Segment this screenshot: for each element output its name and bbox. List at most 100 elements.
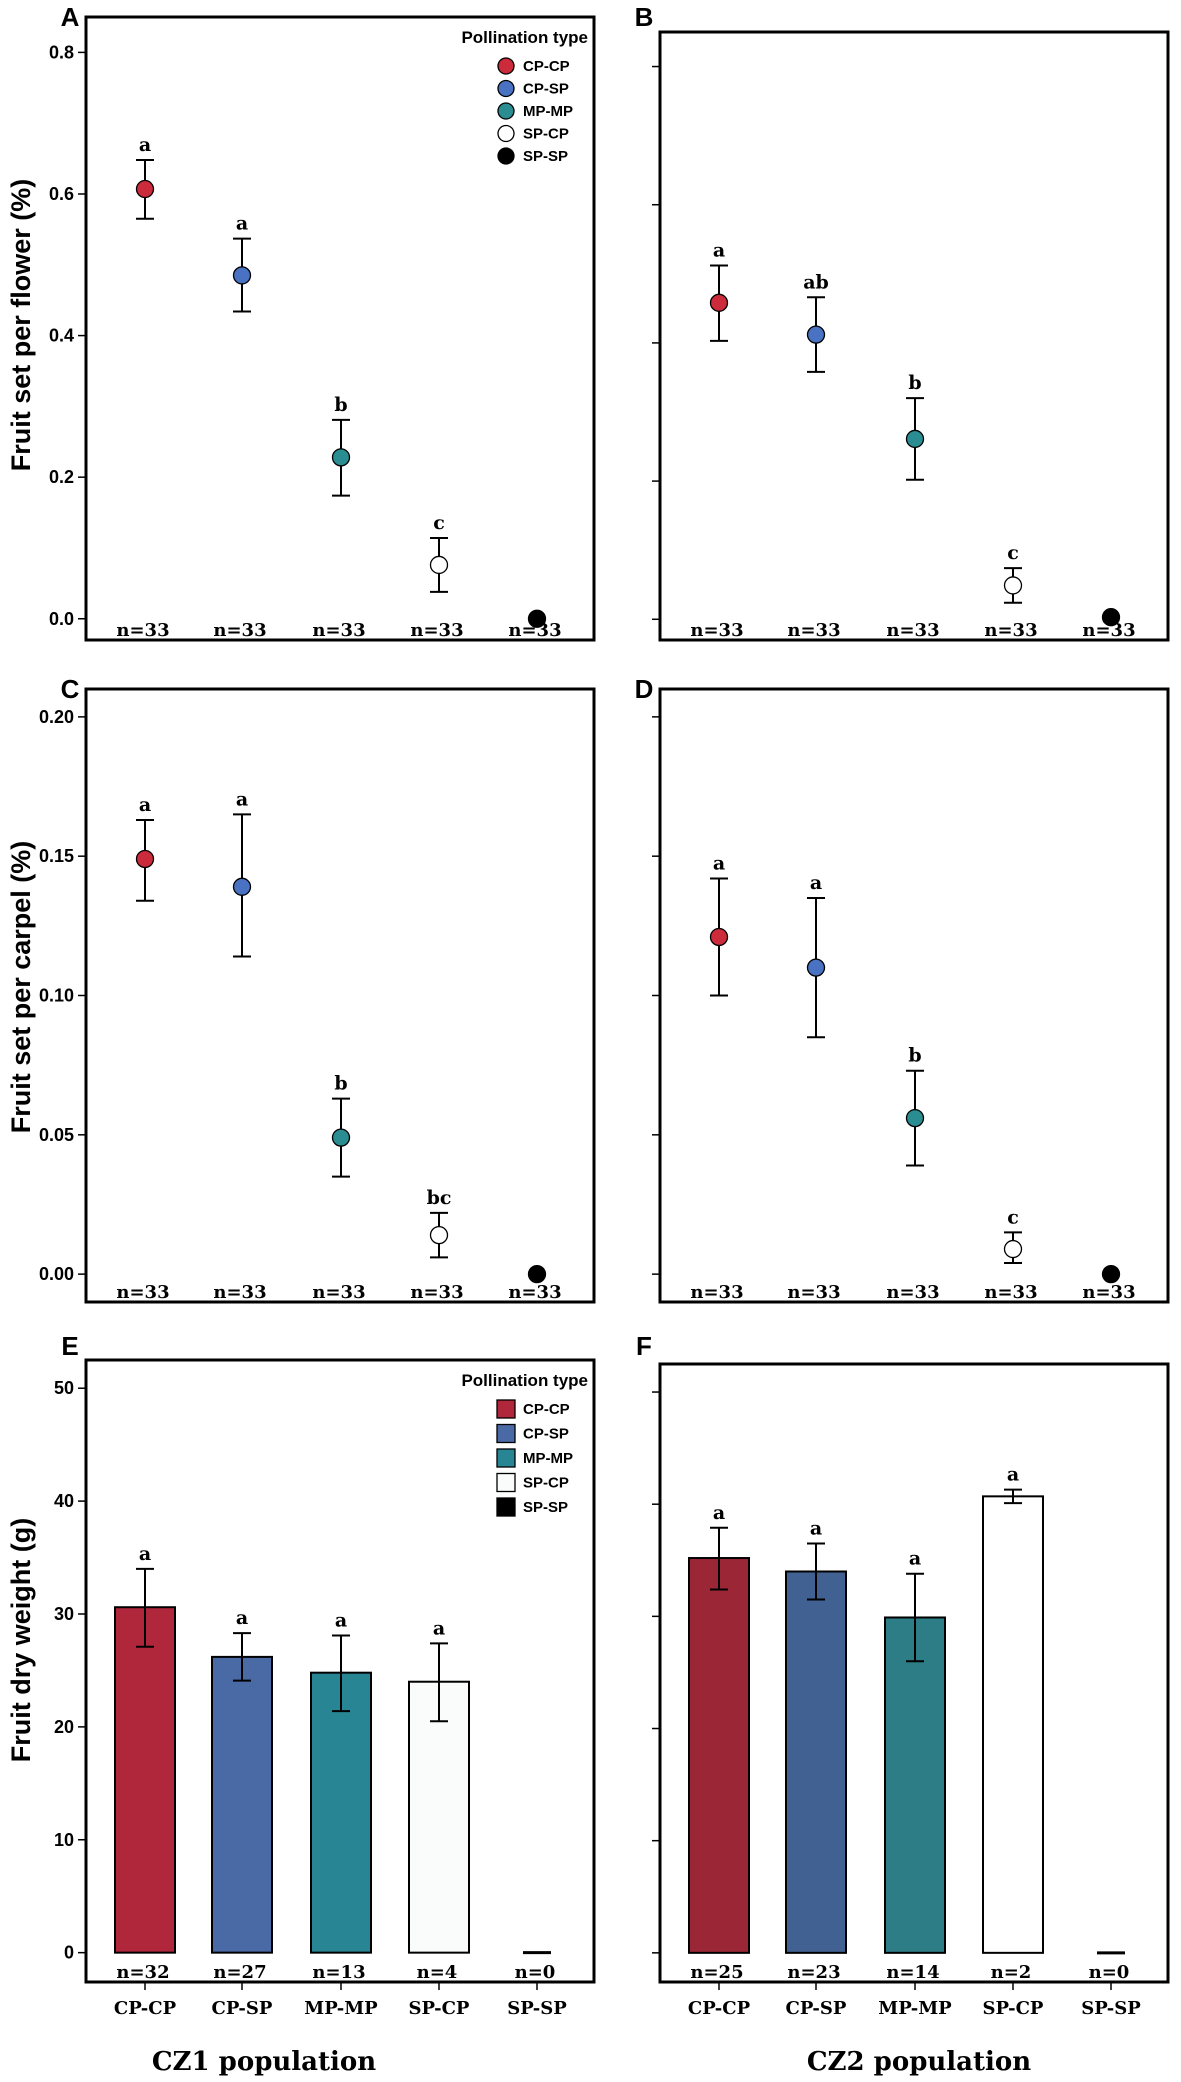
plot-frame-e [84,1358,596,1984]
bar-e-cp-cp [114,1606,176,1954]
legend-label-e-cp-sp: CP-SP [523,1426,569,1443]
legend-label-a-sp-sp: SP-SP [523,148,568,165]
significance-letter-a-cp-cp: a [139,134,151,156]
legend-label-e-sp-sp: SP-SP [523,1499,568,1516]
y-tick-label-e-3: 30 [54,1604,74,1624]
significance-letter-d-sp-cp: c [1007,1206,1019,1228]
significance-letter-d-mp-mp: b [908,1045,921,1067]
point-c-cp-sp [232,877,252,896]
point-a-cp-cp [135,179,155,199]
n-label-f-mp-mp: n=14 [886,1962,939,1983]
x-label-f-sp-cp: SP-CP [983,1998,1044,2019]
legend-swatch-a-cp-cp [497,57,515,75]
n-label-e-sp-cp: n=4 [417,1962,458,1983]
y-tick-label-e-4: 40 [54,1491,74,1511]
significance-letter-a-mp-mp: b [334,394,347,416]
bar-f-cp-cp [688,1557,750,1954]
panels: A 0.0 0.2 0.4 0.6 0.8 a n=33 a n=33 b n=33 c n=33 n=33… [39,2,1170,2019]
legend-label-e-cp-cp: CP-CP [523,1401,570,1418]
significance-letter-d-cp-cp: a [713,852,725,874]
legend-label-a-sp-cp: SP-CP [523,126,569,143]
n-label-f-cp-cp: n=25 [690,1962,743,1983]
significance-letter-b-cp-cp: a [713,240,725,262]
population-caption-cz2: CZ2 population [807,2047,1031,2077]
y-tick-label-a-2: 0.4 [49,326,74,346]
n-label-b-cp-cp: n=33 [690,620,743,641]
point-d-cp-sp [806,958,826,977]
significance-letter-e-cp-sp: a [236,1607,248,1629]
n-label-c-sp-sp: n=33 [508,1282,561,1303]
legend-swatch-e-mp-mp [496,1448,516,1468]
n-label-e-cp-cp: n=32 [116,1962,169,1983]
significance-letter-c-mp-mp: b [334,1073,347,1095]
n-label-b-sp-cp: n=33 [984,620,1037,641]
legend-swatch-a-mp-mp [497,102,515,120]
significance-letter-f-cp-sp: a [810,1517,822,1539]
y-tick-label-a-3: 0.6 [49,184,74,204]
panel-letter-d: D [635,674,654,704]
n-label-d-cp-cp: n=33 [690,1282,743,1303]
y-tick-label-e-1: 10 [54,1830,74,1850]
n-label-b-sp-sp: n=33 [1082,620,1135,641]
y-tick-label-c-0: 0.00 [39,1264,74,1284]
legend-swatch-a-sp-cp [497,124,515,143]
point-b-cp-sp [806,325,826,344]
panel-b: Ba n=33 ab n=33 b n=33 c n=33 n=33 [635,2,1170,642]
x-label-f-mp-mp: MP-MP [878,1998,952,2019]
significance-letter-f-cp-cp: a [713,1502,725,1524]
significance-letter-a-sp-cp: c [433,512,445,534]
panel-letter-c: C [61,674,80,704]
panel-letter-a: A [61,2,80,32]
y-tick-label-c-4: 0.20 [39,707,74,727]
significance-letter-f-sp-cp: a [1007,1464,1019,1486]
y-tick-label-e-0: 0 [64,1943,74,1963]
x-label-f-sp-sp: SP-SP [1081,1998,1141,2019]
y-tick-label-e-2: 20 [54,1717,74,1737]
y-tick-label-c-2: 0.10 [39,986,74,1006]
legend-swatch-a-sp-sp [497,147,515,165]
y-tick-label-c-1: 0.05 [39,1125,74,1145]
point-b-sp-sp [1101,608,1121,627]
significance-letter-b-sp-cp: c [1007,542,1019,564]
x-label-e-sp-sp: SP-SP [507,1998,567,2019]
n-label-f-sp-cp: n=2 [991,1962,1032,1983]
legend-swatch-e-cp-sp [496,1423,516,1444]
plot-frame-d [658,687,1170,1304]
legend-swatch-e-sp-sp [496,1497,516,1517]
n-label-b-cp-sp: n=33 [787,620,840,641]
n-label-a-mp-mp: n=33 [312,620,365,641]
bar-e-cp-sp [211,1655,273,1954]
panel-letter-f: F [636,1331,652,1361]
x-label-f-cp-sp: CP-SP [786,1998,847,2019]
point-c-cp-cp [135,849,155,869]
bar-f-sp-cp [982,1495,1044,1954]
y-tick-label-a-0: 0.0 [49,609,74,629]
legend-label-e-mp-mp: MP-MP [523,1450,573,1467]
y-tick-label-c-3: 0.15 [39,846,74,866]
panel-c: C 0.00 0.05 0.10 0.15 0.20 a n=33 a n=33 b n=33 bc n=… [39,674,596,1304]
bar-e-sp-cp [408,1680,470,1954]
point-b-cp-cp [709,293,729,312]
plot-frame-b [658,30,1170,642]
point-d-cp-cp [709,927,729,947]
plot-frame-a [84,15,596,642]
n-label-a-cp-sp: n=33 [213,620,266,641]
significance-letter-e-cp-cp: a [139,1543,151,1565]
panel-a: A 0.0 0.2 0.4 0.6 0.8 a n=33 a n=33 b n=33 c n=33 n=33… [49,2,596,642]
population-caption-cz1: CZ1 population [152,2047,376,2077]
n-label-c-mp-mp: n=33 [312,1282,365,1303]
n-label-f-sp-sp: n=0 [1089,1962,1130,1983]
legend-label-a-cp-sp: CP-SP [523,81,569,98]
point-c-sp-cp [429,1225,449,1245]
y-axis-title-row3: Fruit dry weight (g) [6,1518,36,1762]
legend-swatch-a-cp-sp [497,79,515,98]
bar-f-cp-sp [785,1570,847,1954]
n-label-d-cp-sp: n=33 [787,1282,840,1303]
n-label-a-sp-sp: n=33 [508,620,561,641]
significance-letter-f-mp-mp: a [909,1548,921,1570]
point-d-sp-cp [1003,1239,1023,1259]
legend-label-a-mp-mp: MP-MP [523,103,573,120]
significance-letter-a-cp-sp: a [236,213,248,235]
point-d-sp-sp [1101,1264,1121,1284]
n-label-f-cp-sp: n=23 [787,1962,840,1983]
